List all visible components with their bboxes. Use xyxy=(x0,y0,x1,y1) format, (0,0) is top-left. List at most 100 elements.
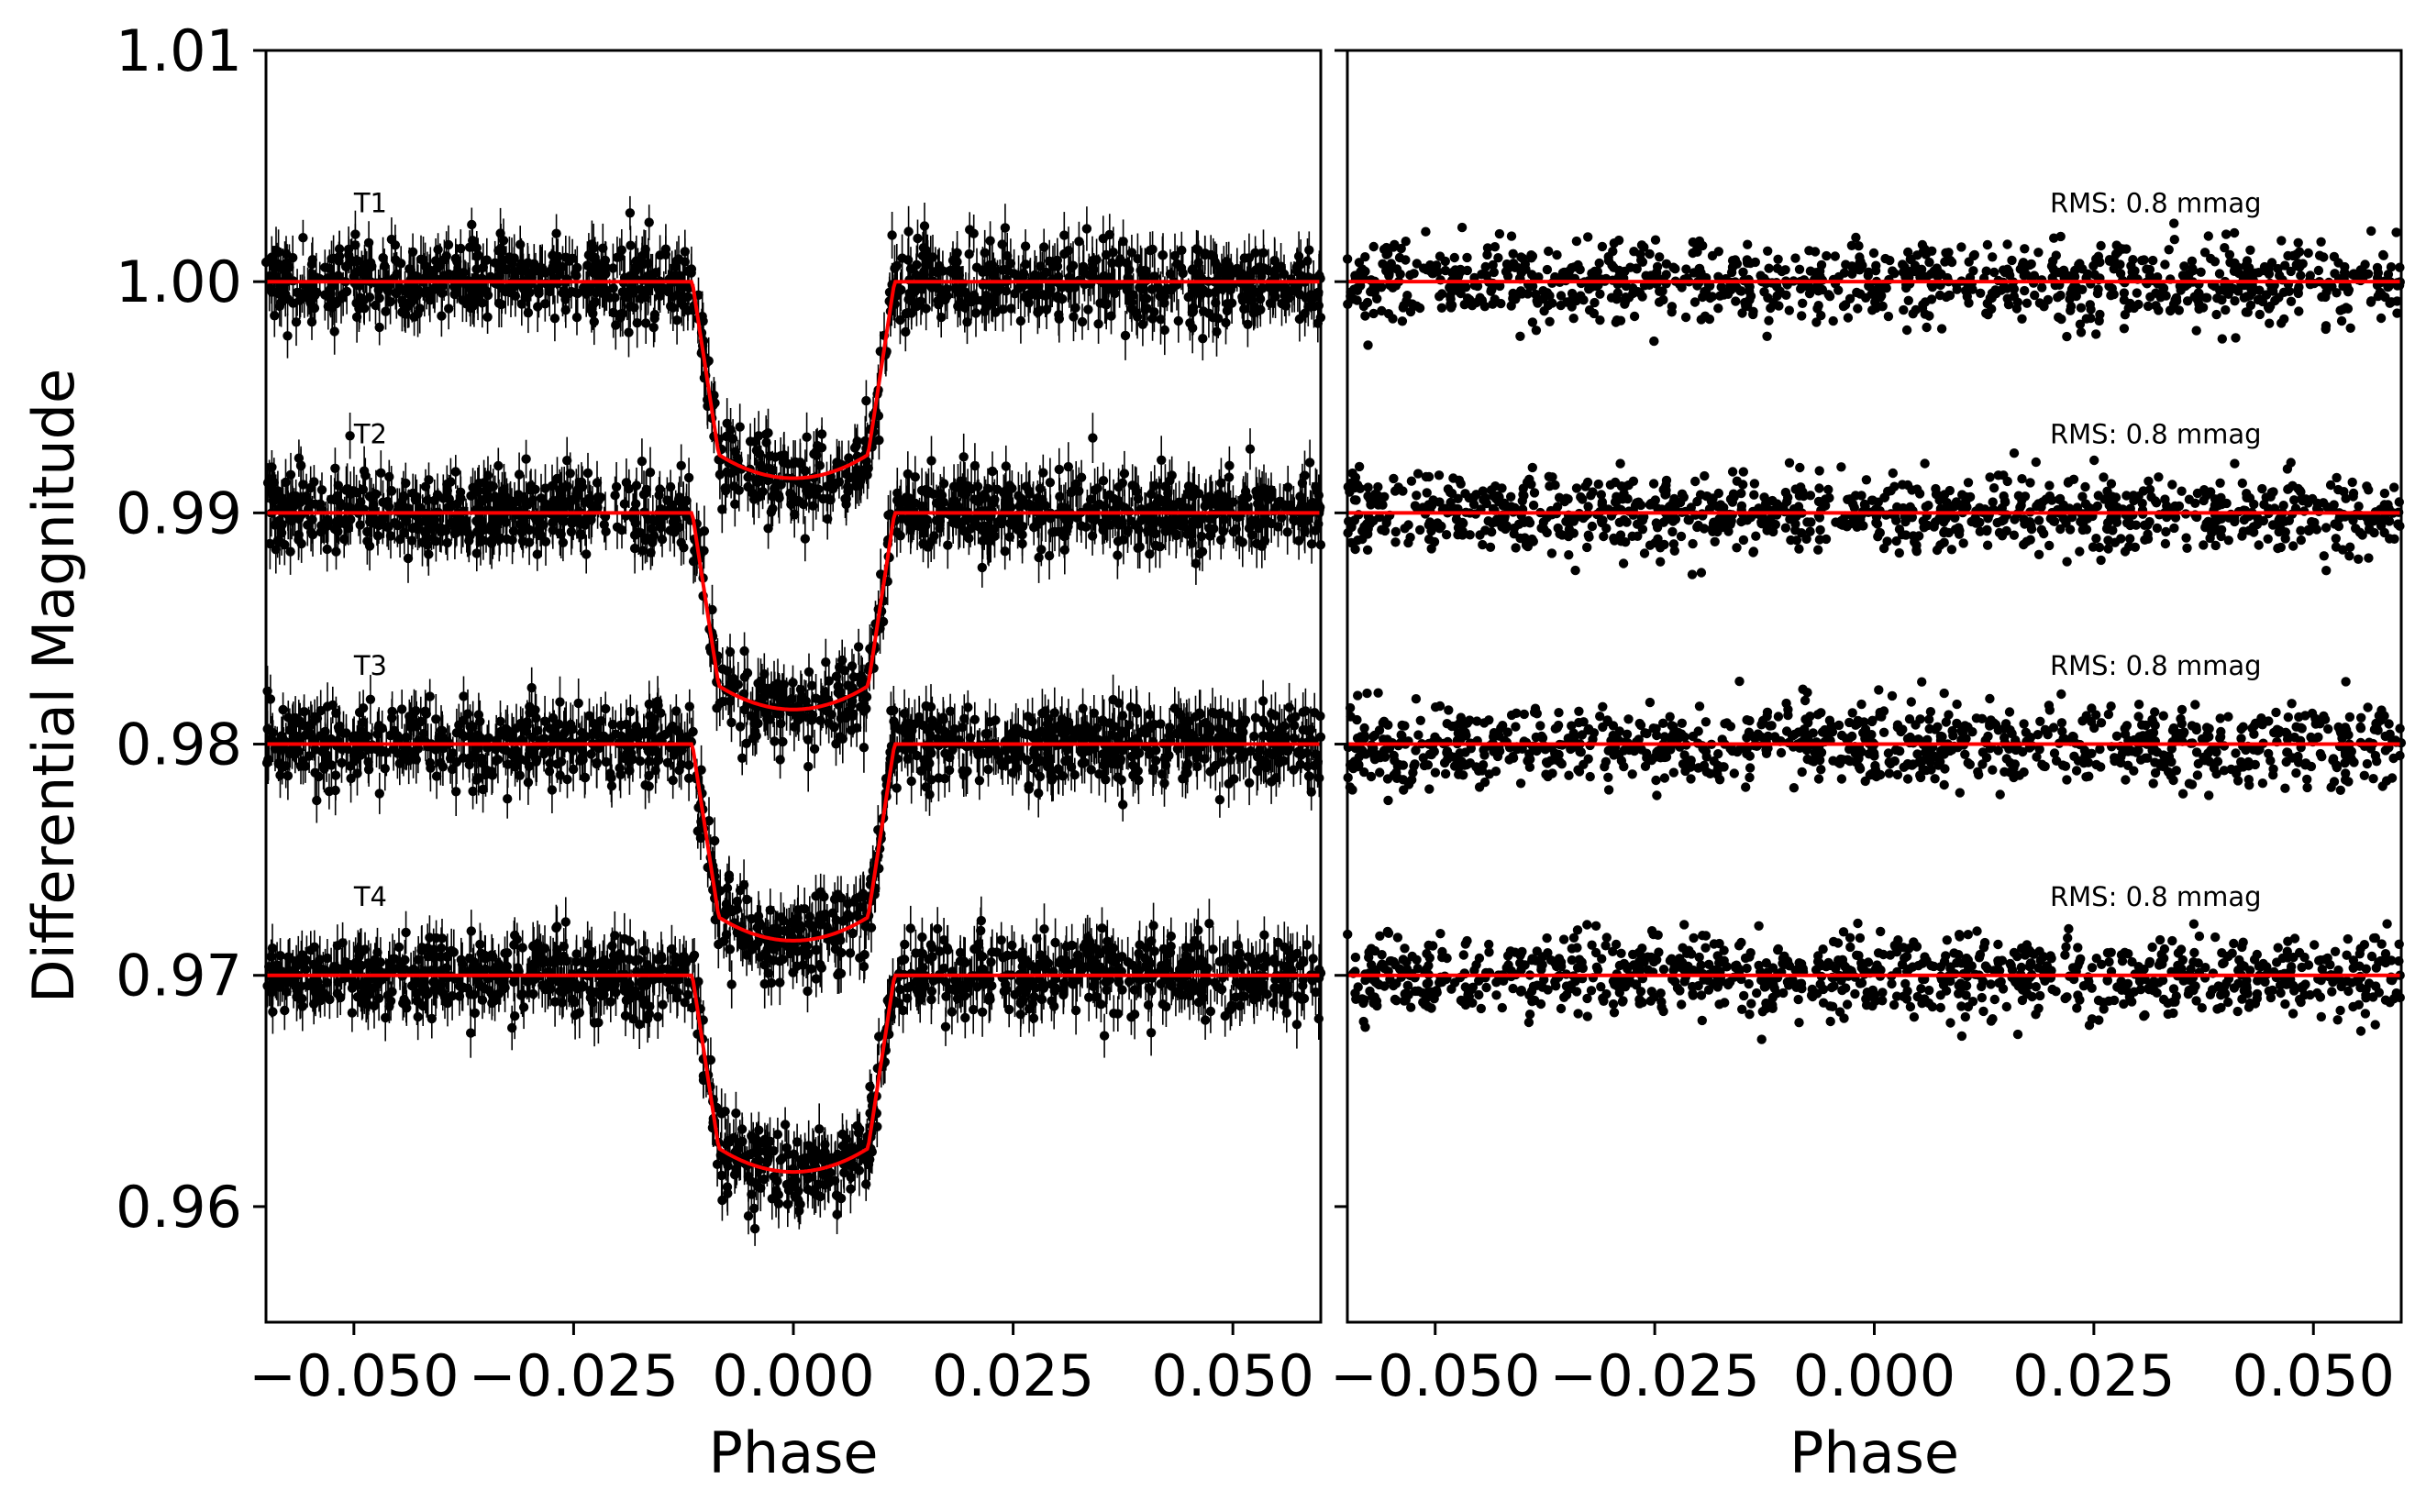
data-point xyxy=(915,522,926,532)
data-point xyxy=(394,535,405,545)
data-point xyxy=(551,258,562,268)
data-point xyxy=(1005,259,1016,269)
data-point xyxy=(1098,233,1109,244)
data-point xyxy=(730,499,740,509)
data-point xyxy=(1282,527,1292,537)
data-point xyxy=(435,259,446,270)
data-point xyxy=(989,270,999,281)
data-point xyxy=(472,526,482,537)
data-point xyxy=(677,298,687,309)
data-point xyxy=(1250,515,1260,525)
data-point xyxy=(1000,489,1011,499)
data-point xyxy=(362,536,372,546)
data-point xyxy=(391,255,401,265)
data-point xyxy=(404,264,415,274)
data-point xyxy=(316,526,327,537)
data-point xyxy=(433,245,443,255)
data-point xyxy=(437,281,448,292)
data-point xyxy=(892,527,903,537)
data-point xyxy=(957,282,967,292)
data-point xyxy=(739,704,749,715)
data-point xyxy=(1141,270,1152,280)
data-point xyxy=(1041,304,1052,315)
data-point xyxy=(1084,270,1094,280)
data-point xyxy=(610,491,620,501)
data-point xyxy=(598,243,608,253)
data-point xyxy=(345,431,355,441)
data-point xyxy=(1163,488,1173,499)
data-point xyxy=(1156,315,1166,325)
data-point xyxy=(378,253,388,263)
data-point xyxy=(1300,525,1310,535)
data-point xyxy=(934,300,944,310)
data-point xyxy=(551,228,561,238)
data-point xyxy=(729,481,739,491)
data-point xyxy=(346,514,356,524)
data-point xyxy=(682,305,693,315)
data-point xyxy=(903,255,914,265)
data-point xyxy=(1069,312,1079,322)
data-point xyxy=(878,616,889,627)
data-point xyxy=(1252,538,1262,549)
data-point xyxy=(1212,326,1222,337)
data-point xyxy=(668,303,678,313)
data-point xyxy=(392,288,402,299)
data-point xyxy=(501,264,512,275)
data-point xyxy=(813,484,824,494)
data-point xyxy=(901,326,911,337)
data-point xyxy=(1269,281,1279,292)
data-point xyxy=(1118,237,1128,247)
data-point xyxy=(1277,513,1287,523)
data-point xyxy=(464,283,475,293)
data-point xyxy=(825,479,836,490)
data-point xyxy=(726,468,737,478)
data-point xyxy=(930,267,941,277)
data-point xyxy=(1232,263,1243,274)
data-point xyxy=(281,477,291,488)
data-point xyxy=(1270,502,1280,513)
data-point xyxy=(1177,245,1187,256)
data-point xyxy=(280,539,290,550)
data-point xyxy=(1259,535,1270,546)
data-point xyxy=(943,540,953,550)
data-point xyxy=(1085,494,1096,504)
data-point xyxy=(565,469,575,479)
data-point xyxy=(861,691,872,702)
data-point xyxy=(1170,500,1181,510)
data-point xyxy=(294,453,305,463)
data-point xyxy=(645,468,656,478)
data-point xyxy=(671,514,681,525)
data-point xyxy=(327,303,338,313)
data-point xyxy=(548,517,558,528)
data-point xyxy=(555,268,565,278)
data-point xyxy=(673,494,684,504)
data-point xyxy=(775,709,785,720)
data-point xyxy=(798,712,809,722)
data-point xyxy=(624,327,634,337)
data-point xyxy=(601,526,611,536)
data-point xyxy=(567,518,577,528)
data-point xyxy=(751,446,762,456)
data-point xyxy=(327,254,337,264)
data-point xyxy=(495,513,505,524)
data-point xyxy=(1213,314,1224,324)
data-point xyxy=(267,462,277,472)
data-point xyxy=(471,243,482,253)
data-point xyxy=(1196,290,1206,300)
data-point xyxy=(999,264,1009,275)
data-point xyxy=(567,253,578,263)
data-point xyxy=(1224,260,1234,270)
data-point xyxy=(1137,319,1148,329)
data-point xyxy=(1177,514,1188,524)
data-point xyxy=(400,286,410,296)
data-point xyxy=(938,479,949,489)
data-point xyxy=(859,743,870,753)
data-point xyxy=(332,491,343,502)
data-point xyxy=(641,488,651,498)
data-point xyxy=(376,468,386,478)
data-point xyxy=(1294,314,1305,325)
data-point xyxy=(1120,330,1131,341)
data-point xyxy=(766,507,776,517)
data-point xyxy=(519,494,529,504)
